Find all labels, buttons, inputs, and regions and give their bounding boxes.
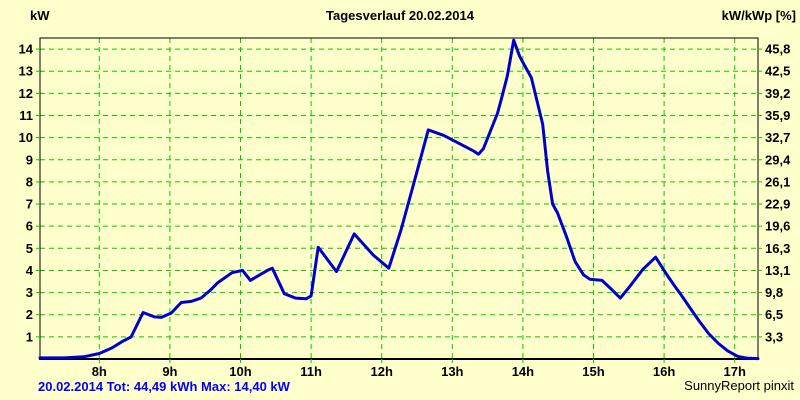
y-axis-right-tick-label: 45,8 <box>765 42 790 57</box>
right-axis-unit-label: kW/kWp [%] <box>721 8 796 23</box>
power-curve <box>38 38 760 361</box>
y-axis-right-tick-label: 13,1 <box>765 263 790 278</box>
y-axis-right-tick-label: 22,9 <box>765 197 790 212</box>
y-axis-left-tick-label: 1 <box>26 329 33 344</box>
x-axis-tick-label: 12h <box>370 364 392 379</box>
y-axis-right-tick-label: 19,6 <box>765 219 790 234</box>
x-axis-tick-label: 16h <box>653 364 675 379</box>
x-axis-tick-label: 14h <box>512 364 534 379</box>
y-axis-left-tick-label: 4 <box>26 263 34 278</box>
y-axis-right-tick-label: 35,9 <box>765 108 790 123</box>
y-axis-right-tick-label: 6,5 <box>765 307 783 322</box>
x-axis-tick-label: 13h <box>441 364 463 379</box>
x-axis-tick-label: 8h <box>92 364 107 379</box>
y-axis-left-tick-label: 11 <box>19 108 33 123</box>
credit-text: SunnyReport pinxit <box>684 378 794 393</box>
x-axis-tick-label: 15h <box>582 364 604 379</box>
left-axis-unit-label: kW <box>30 8 50 23</box>
y-axis-right-tick-label: 42,5 <box>765 64 790 79</box>
y-axis-left-tick-label: 3 <box>26 285 33 300</box>
y-axis-left-tick-label: 9 <box>26 152 33 167</box>
y-axis-left-tick-label: 8 <box>26 174 33 189</box>
y-axis-left-tick-label: 12 <box>19 86 33 101</box>
y-axis-left-tick-label: 14 <box>19 42 34 57</box>
plot-border <box>39 37 759 360</box>
summary-text: 20.02.2014 Tot: 44,49 kWh Max: 14,40 kW <box>38 379 290 394</box>
y-axis-left-tick-label: 13 <box>19 64 33 79</box>
y-axis-right-tick-label: 26,1 <box>765 174 790 189</box>
y-axis-right-tick-label: 9,8 <box>765 285 783 300</box>
y-axis-right-tick-label: 32,7 <box>765 130 790 145</box>
y-axis-right-tick-label: 3,3 <box>765 329 783 344</box>
y-axis-left-tick-label: 6 <box>26 219 33 234</box>
chart-title: Tagesverlauf 20.02.2014 <box>326 8 474 23</box>
x-axis-tick-label: 11h <box>300 364 322 379</box>
y-axis-left-tick-label: 2 <box>26 307 33 322</box>
x-axis-tick-label: 10h <box>229 364 251 379</box>
x-axis-tick-label: 17h <box>723 364 745 379</box>
x-axis-tick-label: 9h <box>162 364 177 379</box>
y-axis-right-tick-label: 39,2 <box>765 86 790 101</box>
y-axis-left-tick-label: 10 <box>19 130 33 145</box>
y-axis-right-tick-label: 16,3 <box>765 241 790 256</box>
y-axis-left-tick-label: 7 <box>26 197 33 212</box>
y-axis-left-tick-label: 5 <box>26 241 33 256</box>
y-axis-right-tick-label: 29,4 <box>765 152 791 167</box>
